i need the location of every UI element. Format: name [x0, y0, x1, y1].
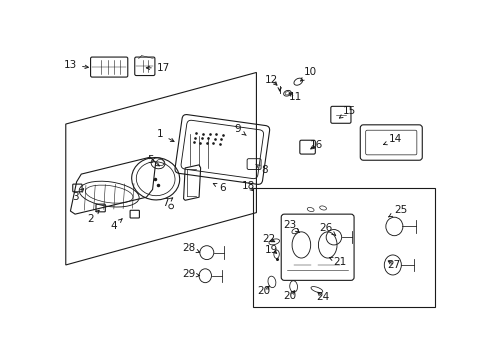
Text: 11: 11: [288, 92, 301, 102]
Text: 24: 24: [316, 292, 329, 302]
Text: 12: 12: [265, 75, 278, 85]
Text: 5: 5: [146, 155, 159, 166]
Text: 14: 14: [383, 134, 402, 145]
Text: 1: 1: [157, 129, 174, 141]
Text: 23: 23: [283, 220, 299, 232]
Text: 10: 10: [300, 67, 317, 81]
Text: 21: 21: [329, 257, 346, 267]
Text: 17: 17: [146, 63, 170, 73]
Text: 27: 27: [387, 260, 400, 270]
Bar: [253, 188, 434, 307]
Text: 29: 29: [182, 269, 199, 279]
Ellipse shape: [156, 159, 164, 166]
Text: 15: 15: [339, 106, 355, 118]
Text: 19: 19: [265, 244, 278, 255]
Text: 28: 28: [182, 243, 199, 253]
Text: 18: 18: [242, 181, 255, 192]
Text: 4: 4: [110, 219, 122, 231]
Text: 13: 13: [63, 60, 88, 70]
Text: 2: 2: [87, 210, 99, 224]
Text: 20: 20: [257, 286, 270, 296]
Text: 6: 6: [213, 183, 225, 193]
Text: 8: 8: [255, 164, 267, 175]
Text: 25: 25: [388, 204, 407, 217]
Text: 16: 16: [309, 140, 323, 150]
Text: 26: 26: [319, 223, 335, 235]
Text: 22: 22: [262, 234, 275, 244]
Text: 7: 7: [162, 198, 172, 208]
Text: 3: 3: [72, 189, 83, 202]
Text: 20: 20: [283, 291, 296, 301]
Text: 9: 9: [234, 125, 245, 135]
